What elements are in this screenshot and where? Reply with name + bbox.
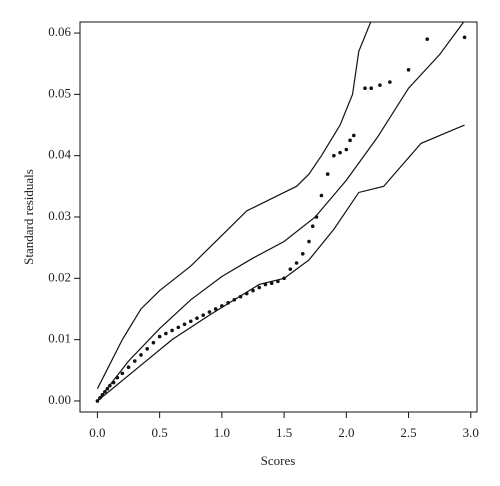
x-tick-label: 3.0	[463, 425, 479, 440]
y-axis-label: Standard residuals	[21, 169, 36, 265]
data-point	[188, 319, 193, 324]
data-point	[251, 288, 255, 293]
data-point	[332, 153, 336, 158]
x-tick-label: 2.0	[338, 425, 354, 440]
data-point	[105, 386, 110, 391]
data-point	[115, 375, 120, 380]
data-point	[319, 193, 324, 198]
data-point	[145, 347, 150, 351]
data-point	[406, 68, 411, 72]
data-point	[307, 239, 311, 244]
x-tick-label: 0.0	[89, 425, 105, 440]
data-point	[244, 291, 249, 296]
data-point	[282, 276, 286, 281]
y-tick-label: 0.01	[48, 331, 71, 346]
data-point	[220, 304, 224, 308]
data-point	[176, 325, 181, 330]
data-point	[120, 371, 125, 376]
data-point	[425, 37, 430, 41]
data-point	[310, 224, 315, 228]
data-point	[195, 316, 199, 320]
y-tick-label: 0.05	[48, 85, 71, 100]
data-point	[226, 301, 230, 305]
x-tick-label: 1.0	[214, 425, 230, 440]
data-point	[232, 297, 237, 302]
y-tick-label: 0.04	[48, 147, 71, 162]
data-point	[462, 35, 467, 40]
data-point	[103, 389, 107, 394]
data-point	[100, 393, 105, 397]
data-point	[325, 172, 330, 176]
data-point	[344, 147, 349, 152]
envelope-line	[97, 124, 465, 402]
data-point	[388, 80, 392, 84]
data-point	[132, 359, 137, 363]
data-point	[288, 267, 293, 271]
data-point	[351, 133, 356, 138]
data-point	[98, 396, 102, 400]
data-point	[263, 282, 268, 287]
data-point	[294, 261, 299, 265]
x-axis-label: Scores	[261, 453, 296, 468]
plot-area	[95, 22, 467, 403]
data-point	[314, 215, 319, 219]
y-tick-label: 0.03	[48, 208, 71, 223]
data-point	[108, 383, 112, 388]
data-point	[164, 331, 168, 336]
x-tick-label: 1.5	[276, 425, 292, 440]
data-point	[213, 307, 218, 311]
data-point	[95, 399, 100, 403]
data-point	[257, 285, 262, 290]
data-point	[276, 279, 280, 284]
data-point	[151, 340, 156, 345]
data-point	[238, 294, 243, 299]
data-point	[300, 251, 305, 256]
y-tick-label: 0.06	[48, 24, 71, 39]
x-tick-label: 2.5	[400, 425, 416, 440]
data-point	[363, 86, 367, 91]
data-point	[182, 322, 187, 327]
data-point	[338, 150, 342, 155]
data-point	[201, 313, 206, 317]
data-point	[111, 380, 116, 385]
data-point	[126, 365, 131, 370]
data-point	[207, 310, 212, 314]
y-tick-label: 0.00	[48, 392, 71, 407]
data-point	[170, 328, 174, 333]
x-tick-label: 0.5	[152, 425, 168, 440]
y-tick-label: 0.02	[48, 269, 71, 284]
envelope-line	[96, 22, 465, 402]
data-point	[139, 353, 143, 357]
data-point	[269, 281, 274, 286]
plot-frame	[79, 21, 478, 413]
data-point	[348, 138, 352, 143]
data-point	[157, 334, 162, 339]
data-point	[378, 83, 382, 87]
envelope-line	[96, 22, 372, 389]
data-point	[369, 86, 374, 91]
